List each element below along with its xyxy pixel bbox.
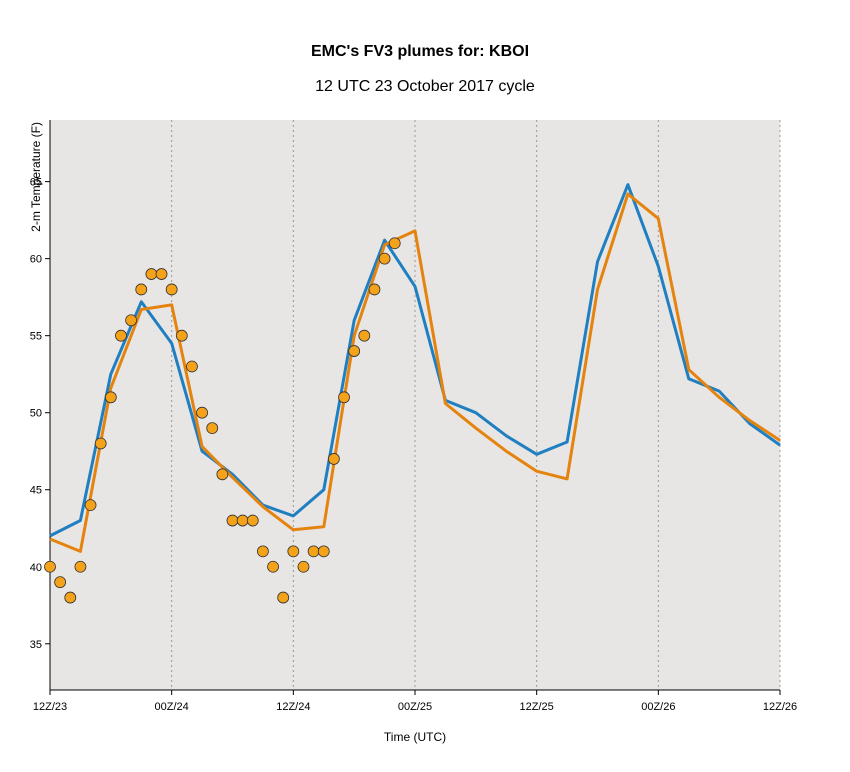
gridlines (171, 120, 781, 690)
y-tick-label-2: 45 (30, 485, 42, 497)
tick-labels: 12Z/23 00Z/24 12Z/24 00Z/25 12Z/25 00Z/26 12Z/… (30, 177, 797, 713)
y-axis-label: 2-m Temperature (F) (29, 122, 43, 232)
y-tick-label-5: 60 (30, 254, 42, 266)
x-tick-label-4: 12Z/25 (520, 701, 554, 713)
y-tick-label-3: 50 (30, 408, 42, 420)
x-tick-label-6: 12Z/26 (763, 701, 797, 713)
x-tick-label-0: 12Z/23 (33, 701, 67, 713)
observation-point-9 (135, 283, 148, 296)
observation-point-3 (74, 560, 87, 573)
x-tick-label-2: 12Z/24 (276, 701, 310, 713)
observation-point-33 (378, 252, 391, 265)
observation-point-4 (84, 499, 97, 512)
x-tick-label-1: 00Z/24 (155, 701, 189, 713)
observation-point-31 (358, 329, 371, 342)
observation-point-0 (44, 560, 56, 573)
axes (45, 120, 781, 695)
observation-point-17 (216, 468, 229, 481)
observation-point-6 (104, 391, 117, 404)
series-line-1 (49, 192, 781, 553)
observation-point-23 (277, 591, 290, 604)
observation-point-1 (54, 576, 67, 589)
observation-point-10 (145, 268, 158, 280)
y-tick-label-6: 65 (30, 177, 42, 189)
observation-point-24 (287, 545, 300, 558)
observation-point-29 (338, 391, 350, 404)
x-tick-label-3: 00Z/25 (398, 701, 432, 713)
observation-point-15 (196, 406, 208, 419)
x-tick-label-5: 00Z/26 (641, 701, 675, 713)
observation-point-13 (175, 329, 188, 342)
series-line-0 (49, 183, 781, 538)
observation-point-28 (327, 453, 340, 465)
y-tick-label-1: 40 (30, 562, 42, 574)
observation-point-19 (236, 514, 249, 527)
chart-title: EMC's FV3 plumes for: KBOI (311, 43, 529, 60)
observation-point-34 (388, 237, 401, 250)
observation-point-20 (246, 514, 259, 527)
observation-point-2 (64, 591, 77, 604)
observation-point-11 (155, 268, 168, 280)
observation-point-5 (94, 437, 107, 450)
series-lines (49, 183, 781, 553)
observation-point-14 (186, 360, 198, 373)
observation-point-12 (165, 283, 178, 296)
observation-point-25 (297, 560, 310, 573)
observation-point-27 (317, 545, 330, 558)
y-tick-label-4: 55 (30, 331, 42, 343)
observation-point-30 (348, 345, 361, 357)
y-tick-label-0: 35 (30, 639, 42, 651)
observation-point-21 (257, 545, 269, 558)
observation-points (44, 237, 401, 604)
x-axis-label: Time (UTC) (384, 730, 446, 744)
observation-point-18 (226, 514, 239, 527)
chart-subtitle: 12 UTC 23 October 2017 cycle (315, 78, 535, 95)
observation-point-8 (125, 314, 138, 327)
observation-point-26 (307, 545, 320, 558)
observation-point-22 (267, 560, 279, 573)
observation-point-16 (206, 422, 219, 435)
observation-point-32 (368, 283, 381, 296)
observation-point-7 (115, 329, 127, 342)
